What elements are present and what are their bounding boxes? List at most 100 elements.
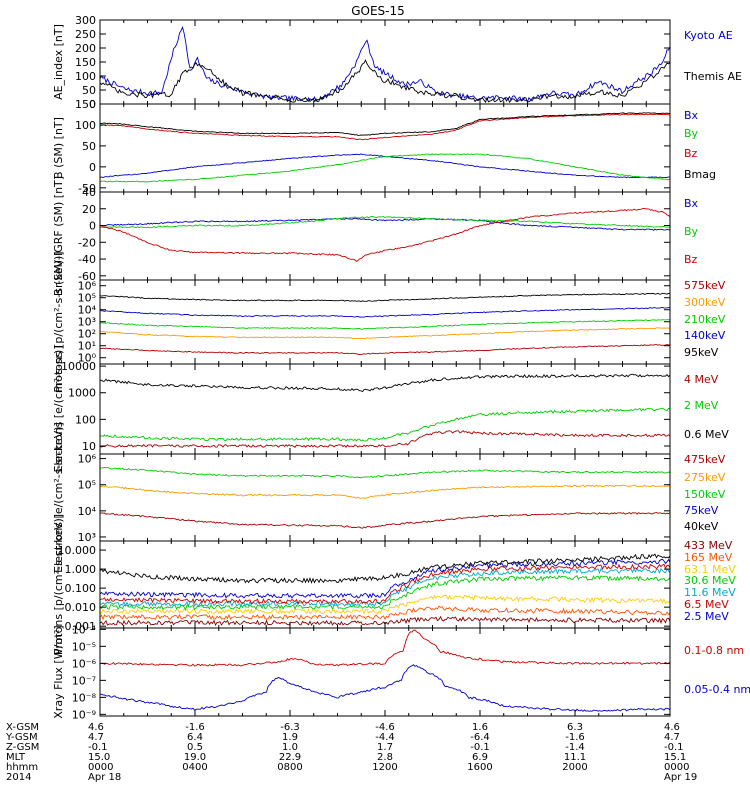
series-line-bx <box>100 153 670 179</box>
series-line-2-5-mev <box>100 558 670 599</box>
y-tick-label: 10⁵ <box>78 292 96 305</box>
x-axis-value: 2000 <box>562 762 587 773</box>
y-tick-label: 10 <box>82 440 96 453</box>
panel-frame <box>99 191 671 281</box>
y-tick-label: 1000 <box>68 387 96 400</box>
series-line-themis-ae <box>100 59 670 104</box>
y-axis-label: Xray Flux [W/m²] <box>52 625 65 718</box>
y-tick-label: 150 <box>75 56 96 69</box>
x-axis-value: Apr 19 <box>664 772 697 783</box>
y-tick-label: 150 <box>75 98 96 111</box>
series-line-0-1-0-8-nm <box>100 629 670 667</box>
series-line-210kev <box>100 319 670 330</box>
y-tick-label: 10⁻⁸ <box>72 691 97 704</box>
series-line-0-6-mev <box>100 373 670 393</box>
x-axis-value: 4.7 <box>88 732 104 743</box>
y-tick-label: 10³ <box>78 531 96 544</box>
x-axis-value: -1.6 <box>185 722 205 733</box>
legend: 4 MeV 2 MeV 0.6 MeV <box>684 373 729 441</box>
legend-entry: Bz <box>684 253 698 266</box>
y-tick-label: 10⁻⁹ <box>72 708 96 721</box>
x-axis-value: 0000 <box>88 762 113 773</box>
x-axis-value: 4.6 <box>664 722 680 733</box>
x-axis-value: 4.6 <box>88 722 104 733</box>
legend: Kyoto AE Themis AE <box>683 29 742 83</box>
y-tick-label: 10⁻⁴ <box>72 623 97 636</box>
legend-entry: 95keV <box>684 346 719 359</box>
y-tick-label: 10² <box>78 328 96 341</box>
x-axis-row-label: X-GSM <box>6 722 39 733</box>
series-line-bmag <box>100 112 670 136</box>
y-tick-label: 0.100 <box>65 582 97 595</box>
legend-entry: 2.5 MeV <box>684 610 729 623</box>
y-tick-label: 10⁵ <box>78 479 96 492</box>
legend-entry: 150keV <box>684 488 726 501</box>
x-axis-value: 19.0 <box>184 752 206 763</box>
y-tick-label: 40 <box>82 186 96 199</box>
legend-entry: Bz <box>684 147 698 160</box>
y-axis-label: Protons [p/(cm²-s-sr-keV)] <box>52 514 65 655</box>
series-line-4-mev <box>100 430 670 449</box>
x-axis-value: 2.8 <box>377 752 393 763</box>
legend: Bx By Bz Bmag <box>684 109 716 181</box>
y-tick-label: 50 <box>82 140 96 153</box>
legend-entry: Bx <box>684 109 699 122</box>
y-tick-label: 10000 <box>61 360 96 373</box>
x-axis-row-label: 2014 <box>6 772 31 783</box>
y-tick-label: 100 <box>75 119 96 132</box>
legend-entry: Bmag <box>684 168 716 181</box>
y-tick-label: 100 <box>75 413 96 426</box>
panel-2: -50 0 50 100 150 B (SM) [nT] Bx By Bz Bmag <box>52 98 716 195</box>
x-axis-value: 6.3 <box>567 722 583 733</box>
legend-entry: 165 MeV <box>684 551 733 564</box>
x-axis-value: 1.0 <box>282 742 298 753</box>
x-axis-row-label: Y-GSM <box>5 732 38 743</box>
x-axis-value: -1.4 <box>565 742 585 753</box>
y-tick-label: 0 <box>89 220 96 233</box>
panel-6: 10³ 10⁴ 10⁵ 10⁶ Electrons [e/(cm²-s-sr-keV)]… <box>52 422 726 573</box>
x-axis-value: 0400 <box>182 762 207 773</box>
x-axis-row-label: hhmm <box>6 762 38 773</box>
x-axis-value: 11.1 <box>564 752 586 763</box>
x-axis-value: Apr 18 <box>88 772 121 783</box>
legend-entry: 210keV <box>684 313 726 326</box>
y-tick-label: -50 <box>78 182 96 195</box>
panel-frame <box>99 627 671 717</box>
y-tick-label: 300 <box>75 14 96 27</box>
y-tick-label: 10⁴ <box>78 505 97 518</box>
x-axis-value: -4.6 <box>375 722 395 733</box>
series-line-11-6-mev <box>100 567 670 608</box>
x-axis-value: 15.0 <box>88 752 110 763</box>
legend-entry: 63.1 MeV <box>684 563 736 576</box>
legend: Bx By Bz <box>684 197 699 266</box>
panel-frame <box>99 103 671 193</box>
series-line-6-5-mev <box>100 563 670 605</box>
legend: 0.1-0.8 nm 0.05-0.4 nm <box>684 644 750 696</box>
series-line-unlabeled <box>100 553 670 584</box>
series-line-95kev <box>100 292 670 302</box>
x-axis-value: 0.5 <box>187 742 203 753</box>
y-tick-label: -20 <box>78 236 96 249</box>
legend-entry: 40keV <box>684 520 719 533</box>
legend-entry: Bx <box>684 197 699 210</box>
x-axis-value: -6.3 <box>280 722 300 733</box>
x-axis-row-label: MLT <box>6 752 26 763</box>
x-axis-value: 1.9 <box>282 732 298 743</box>
y-axis-label: B (SM) [nT] <box>52 117 65 179</box>
figure-title: GOES-15 <box>351 4 405 18</box>
legend-entry: 4 MeV <box>684 373 719 386</box>
legend-entry: 300keV <box>684 296 726 309</box>
legend-entry: 11.6 MeV <box>684 586 736 599</box>
legend-entry: 140keV <box>684 329 726 342</box>
series-line-30-6-mev <box>100 574 670 611</box>
panel-8: 10⁻⁹ 10⁻⁸ 10⁻⁷ 10⁻⁶ 10⁻⁵ 10⁻⁴ Xray Flux [W/m²]… <box>52 623 750 721</box>
y-axis-label: Electrons [e/(cm²-s-sr)] <box>52 345 65 472</box>
legend-entry: By <box>684 225 699 238</box>
y-axis-label: B (SM)-IGRF (SM) [nT] <box>52 176 65 296</box>
